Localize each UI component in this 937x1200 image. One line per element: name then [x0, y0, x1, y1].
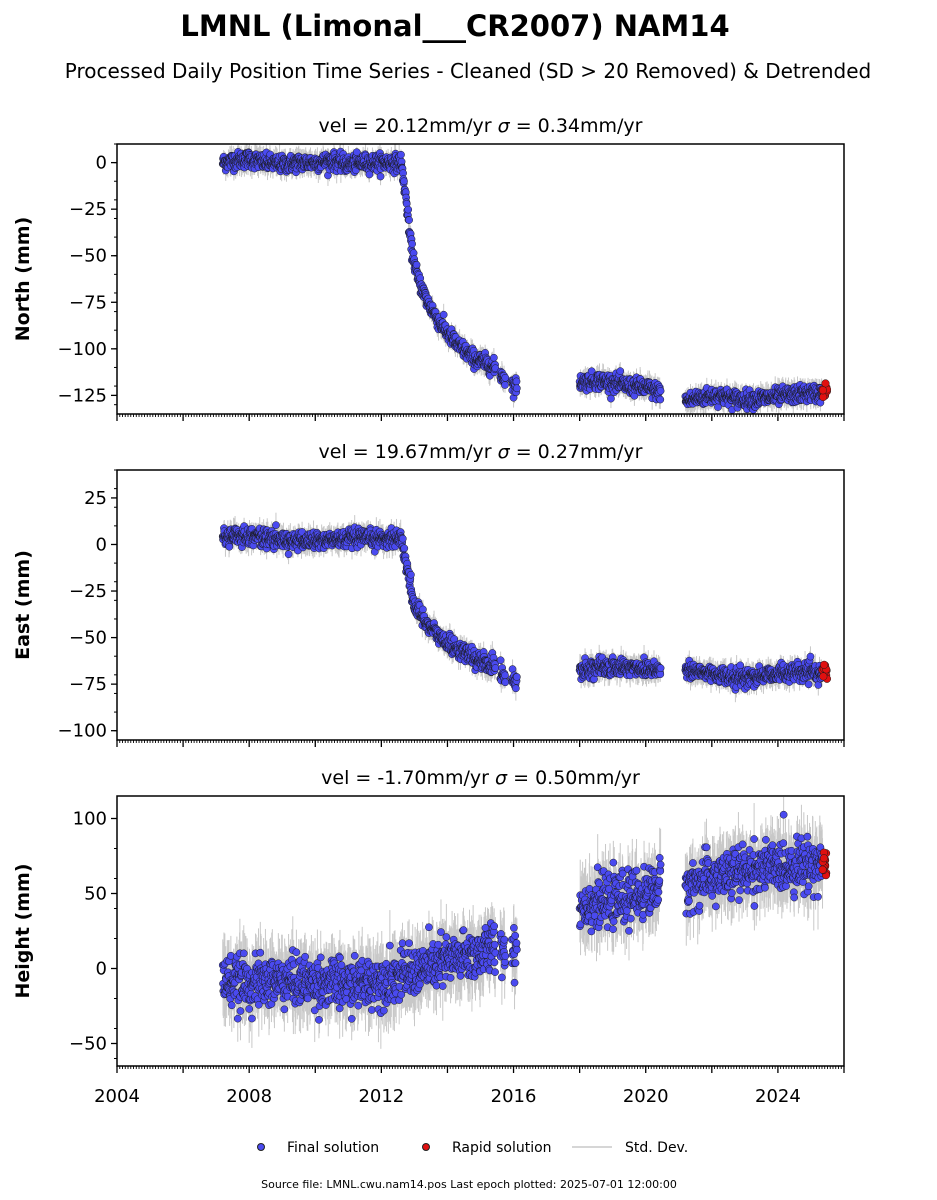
final-point	[439, 310, 448, 319]
final-point	[405, 216, 413, 224]
panel-title-vel: vel = 19.67mm/yr	[319, 441, 498, 463]
final-point	[408, 240, 416, 248]
y-tick-label: −50	[69, 246, 107, 267]
final-point	[400, 177, 408, 186]
plot-area	[218, 512, 832, 703]
final-solution-points	[218, 147, 827, 414]
panel-title-sigma-value: = 0.27mm/yr	[510, 441, 643, 463]
y-tick-label: −75	[69, 292, 107, 313]
final-point	[404, 205, 413, 214]
final-point	[656, 387, 665, 395]
final-point	[656, 395, 665, 404]
final-point	[501, 373, 510, 382]
rapid-point	[821, 379, 830, 388]
plot-area	[218, 144, 832, 414]
panel-title-sigma: σ	[498, 115, 511, 137]
y-tick-label: −125	[58, 385, 107, 406]
y-tick-label: −25	[69, 199, 107, 220]
final-point	[490, 353, 498, 362]
panels: vel = 20.12mm/yr σ = 0.34mm/yr North (mm)…	[12, 115, 845, 1107]
y-axis-label: North (mm)	[12, 217, 34, 342]
figure-subtitle: Processed Daily Position Time Series - C…	[65, 59, 871, 83]
figure-title: LMNL (Limonal___CR2007) NAM14	[180, 9, 729, 43]
final-point	[352, 148, 361, 157]
axes-frame	[116, 143, 845, 415]
panel-title: vel = 20.12mm/yr σ = 0.34mm/yr	[319, 115, 643, 137]
final-point	[501, 381, 509, 389]
panel-0: vel = 20.12mm/yr σ = 0.34mm/yr North (mm)…	[12, 115, 845, 421]
final-point	[365, 170, 374, 179]
std-dev-bars	[222, 144, 824, 414]
panel-title-vel: vel = 20.12mm/yr	[319, 115, 498, 137]
panel-title-sigma: σ	[498, 441, 511, 463]
y-axis-label: East (mm)	[12, 550, 34, 660]
rapid-point	[818, 386, 828, 395]
final-point	[513, 384, 521, 393]
rapid-solution-points	[818, 379, 832, 402]
final-point	[607, 394, 615, 403]
panel-title: vel = 19.67mm/yr σ = 0.27mm/yr	[319, 441, 643, 463]
final-point	[412, 260, 421, 269]
y-tick-label: 0	[96, 153, 107, 174]
final-point	[616, 367, 625, 375]
panel-title-sigma-value: = 0.34mm/yr	[510, 115, 643, 137]
final-point	[397, 150, 405, 159]
y-tick-label: −100	[58, 339, 107, 360]
final-point	[376, 172, 385, 181]
final-point	[512, 377, 521, 386]
